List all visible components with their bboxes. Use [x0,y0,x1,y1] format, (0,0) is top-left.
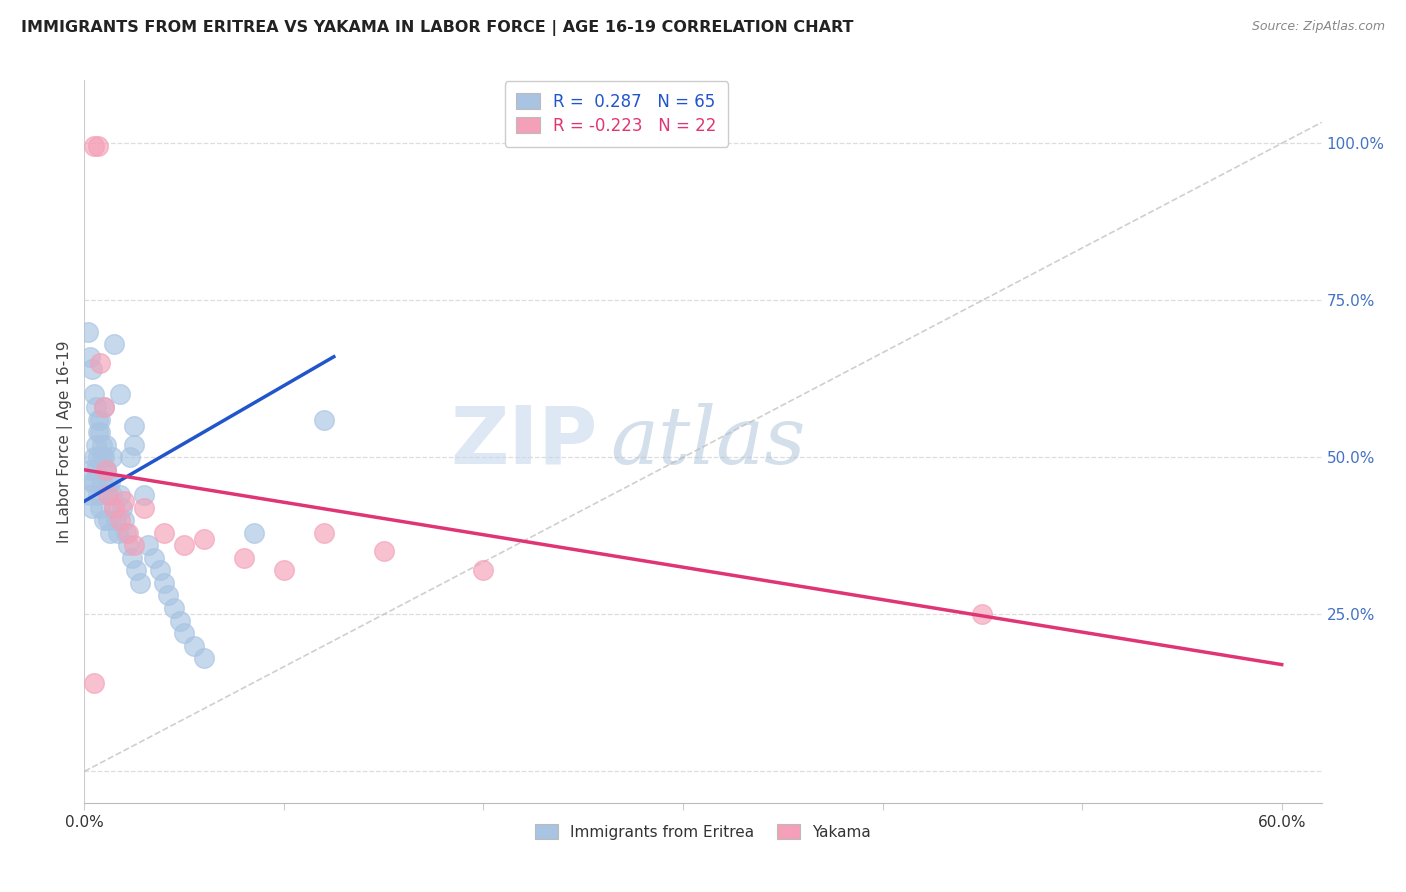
Point [169,614,191,628]
Point [193,651,215,665]
Point [233,550,256,565]
Point [972,607,994,622]
Point [163,601,186,615]
Point [110,488,132,502]
Point [97,513,120,527]
Point [173,626,195,640]
Point [82,500,104,515]
Point [93,400,115,414]
Point [91,475,114,490]
Point [93,450,115,465]
Point [83,676,105,690]
Point [98,525,121,540]
Point [87,425,110,439]
Point [97,488,120,502]
Text: IMMIGRANTS FROM ERITREA VS YAKAMA IN LABOR FORCE | AGE 16-19 CORRELATION CHART: IMMIGRANTS FROM ERITREA VS YAKAMA IN LAB… [21,20,853,36]
Point [117,525,139,540]
Point [79,350,101,364]
Point [122,438,145,452]
Point [103,500,125,515]
Point [121,550,143,565]
Point [103,500,125,515]
Point [101,450,124,465]
Point [93,513,115,527]
Point [87,450,110,465]
Point [89,356,111,370]
Point [86,463,108,477]
Point [79,463,101,477]
Point [89,500,111,515]
Point [86,400,108,414]
Point [79,488,101,502]
Point [83,450,105,465]
Point [129,575,152,590]
Point [89,412,111,426]
Point [107,525,129,540]
Text: ZIP: ZIP [450,402,598,481]
Point [153,525,176,540]
Point [110,387,132,401]
Point [82,362,104,376]
Point [83,387,105,401]
Point [122,418,145,433]
Point [115,525,138,540]
Point [105,513,128,527]
Point [173,538,195,552]
Point [153,575,176,590]
Text: Source: ZipAtlas.com: Source: ZipAtlas.com [1251,20,1385,33]
Point [183,639,205,653]
Point [96,438,118,452]
Point [312,412,335,426]
Point [472,563,495,577]
Y-axis label: In Labor Force | Age 16-19: In Labor Force | Age 16-19 [58,340,73,543]
Point [86,438,108,452]
Legend: Immigrants from Eritrea, Yakama: Immigrants from Eritrea, Yakama [529,818,877,846]
Point [87,488,110,502]
Point [110,513,132,527]
Point [122,538,145,552]
Point [96,463,118,477]
Point [97,488,120,502]
Point [125,563,148,577]
Point [149,563,172,577]
Point [136,538,159,552]
Point [87,412,110,426]
Point [143,550,166,565]
Point [83,139,105,153]
Point [111,500,134,515]
Point [83,475,105,490]
Point [157,589,180,603]
Point [243,525,266,540]
Point [193,532,215,546]
Point [103,337,125,351]
Point [312,525,335,540]
Point [87,139,110,153]
Point [112,494,135,508]
Point [96,463,118,477]
Point [96,463,118,477]
Point [91,438,114,452]
Point [93,400,115,414]
Point [77,325,100,339]
Point [117,538,139,552]
Point [82,475,104,490]
Point [101,488,124,502]
Point [134,488,156,502]
Text: atlas: atlas [610,403,806,480]
Point [134,500,156,515]
Point [120,450,142,465]
Point [89,425,111,439]
Point [373,544,395,558]
Point [273,563,295,577]
Point [91,450,114,465]
Point [98,475,121,490]
Point [97,475,120,490]
Point [112,513,135,527]
